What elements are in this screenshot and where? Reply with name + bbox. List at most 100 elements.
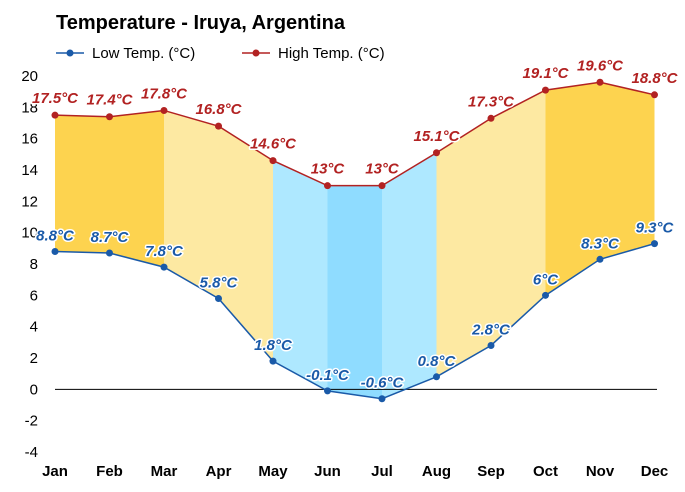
legend: Low Temp. (°C) High Temp. (°C): [56, 45, 385, 62]
band-aug: [436, 118, 491, 377]
high-temp-data-label: 13°C: [311, 161, 346, 178]
x-tick-sep: Sep: [477, 463, 505, 480]
low-temp-point[interactable]: [51, 247, 59, 255]
band-feb: [109, 110, 164, 268]
series-low: 8.8°C 8.7°C 7.8°C 5.8°C 1.8°C -0.1°C -0.6°C 0.8…: [35, 218, 676, 403]
low-temp-point[interactable]: [433, 373, 440, 381]
y-tick-label: 12: [21, 193, 38, 210]
y-tick-label: -4: [25, 444, 38, 461]
high-temp-data-label: 17.5°C: [32, 90, 79, 107]
high-temp-point[interactable]: [160, 106, 168, 114]
x-tick-dec: Dec: [641, 463, 669, 480]
y-tick-label: 6: [30, 287, 38, 304]
x-tick-mar: Mar: [151, 463, 178, 480]
high-temp-data-label: 19.1°C: [522, 65, 569, 82]
high-temp-data-label: 14.6°C: [250, 136, 297, 153]
high-temp-point[interactable]: [433, 149, 440, 157]
x-tick-may: May: [258, 463, 288, 480]
high-temp-point[interactable]: [215, 122, 222, 130]
high-temp-data-label: 15.1°C: [413, 128, 460, 145]
low-temp-data-label: 6°C: [533, 271, 559, 288]
low-temp-point[interactable]: [324, 387, 331, 395]
y-tick-label: 8: [30, 256, 38, 273]
y-tick-label: 14: [21, 162, 38, 179]
low-temp-data-label: 0.8°C: [418, 353, 457, 370]
x-tick-aug: Aug: [422, 463, 451, 480]
high-temp-data-label: 17.8°C: [141, 85, 188, 102]
low-temp-data-label: 8.7°C: [91, 229, 130, 246]
band-oct: [545, 82, 600, 296]
temperature-bands: [55, 82, 655, 399]
low-temp-data-label: 2.8°C: [471, 321, 511, 338]
x-tick-jun: Jun: [314, 463, 341, 480]
low-temp-data-label: 5.8°C: [200, 274, 239, 291]
high-temp-data-label: 18.8°C: [631, 70, 678, 87]
low-temp-line: [54, 242, 655, 400]
high-temp-point[interactable]: [542, 86, 549, 94]
x-tick-jan: Jan: [42, 463, 68, 480]
low-temp-point[interactable]: [106, 249, 113, 257]
high-temp-point[interactable]: [269, 157, 277, 165]
x-tick-feb: Feb: [96, 463, 123, 480]
low-temp-point[interactable]: [378, 395, 386, 403]
y-tick-label: 4: [30, 319, 38, 336]
y-tick-label: 10: [21, 225, 38, 242]
legend-high-swatch-marker: [252, 49, 260, 57]
low-temp-point[interactable]: [160, 263, 168, 271]
band-nov: [600, 82, 655, 260]
legend-high[interactable]: High Temp. (°C): [242, 45, 385, 62]
high-temp-data-label: 19.6°C: [577, 57, 624, 74]
legend-low-label: Low Temp. (°C): [92, 45, 195, 62]
high-temp-point[interactable]: [651, 91, 658, 99]
high-temp-point[interactable]: [378, 182, 386, 190]
band-jun: [327, 185, 382, 399]
band-apr: [218, 126, 273, 362]
high-temp-point[interactable]: [596, 78, 604, 86]
legend-low[interactable]: Low Temp. (°C): [56, 45, 195, 62]
x-tick-nov: Nov: [586, 463, 615, 480]
band-jan: [55, 115, 110, 254]
high-temp-data-label: 17.4°C: [86, 92, 133, 109]
low-temp-data-label: -0.1°C: [306, 367, 350, 384]
low-temp-point[interactable]: [542, 291, 549, 299]
high-temp-point[interactable]: [487, 114, 495, 122]
x-axis: Jan Feb Mar Apr May Jun Jul Aug Sep Oct Nov Dec: [42, 463, 668, 480]
y-tick-label: -2: [25, 413, 38, 430]
high-temp-data-label: 13°C: [365, 161, 400, 178]
x-tick-apr: Apr: [206, 463, 232, 480]
band-sep: [491, 90, 546, 346]
y-tick-label: 18: [21, 99, 38, 116]
series-high: 17.5°C 17.4°C 17.8°C 16.8°C 14.6°C 13°C 13°C 15…: [30, 56, 680, 190]
band-jul: [382, 152, 437, 399]
high-temp-point[interactable]: [324, 182, 331, 190]
low-temp-data-label: -0.6°C: [361, 375, 405, 392]
y-tick-label: 16: [21, 131, 38, 148]
y-tick-label: 2: [30, 350, 38, 367]
low-temp-data-label: 1.8°C: [254, 337, 293, 354]
low-temp-point[interactable]: [596, 255, 604, 263]
low-temp-data-label: 8.3°C: [581, 235, 620, 252]
high-temp-data-label: 17.3°C: [468, 93, 515, 110]
low-temp-point[interactable]: [487, 341, 495, 349]
low-temp-data-label: 7.8°C: [145, 243, 184, 260]
band-mar: [164, 110, 219, 299]
y-tick-label: 0: [30, 381, 38, 398]
low-temp-point[interactable]: [651, 240, 658, 248]
legend-low-swatch-marker: [66, 49, 74, 57]
band-may: [273, 160, 328, 391]
x-tick-jul: Jul: [371, 463, 393, 480]
high-temp-point[interactable]: [51, 111, 59, 119]
low-temp-point[interactable]: [215, 294, 222, 302]
low-temp-data-label: 9.3°C: [636, 220, 675, 237]
high-temp-line: [54, 81, 655, 187]
high-temp-data-label: 16.8°C: [195, 101, 242, 118]
chart-title: Temperature - Iruya, Argentina: [56, 12, 346, 34]
low-temp-data-label: 8.8°C: [36, 227, 75, 244]
legend-high-label: High Temp. (°C): [278, 45, 385, 62]
low-temp-point[interactable]: [269, 357, 277, 365]
x-tick-oct: Oct: [533, 463, 558, 480]
y-tick-label: 20: [21, 68, 38, 85]
high-temp-point[interactable]: [106, 113, 113, 121]
